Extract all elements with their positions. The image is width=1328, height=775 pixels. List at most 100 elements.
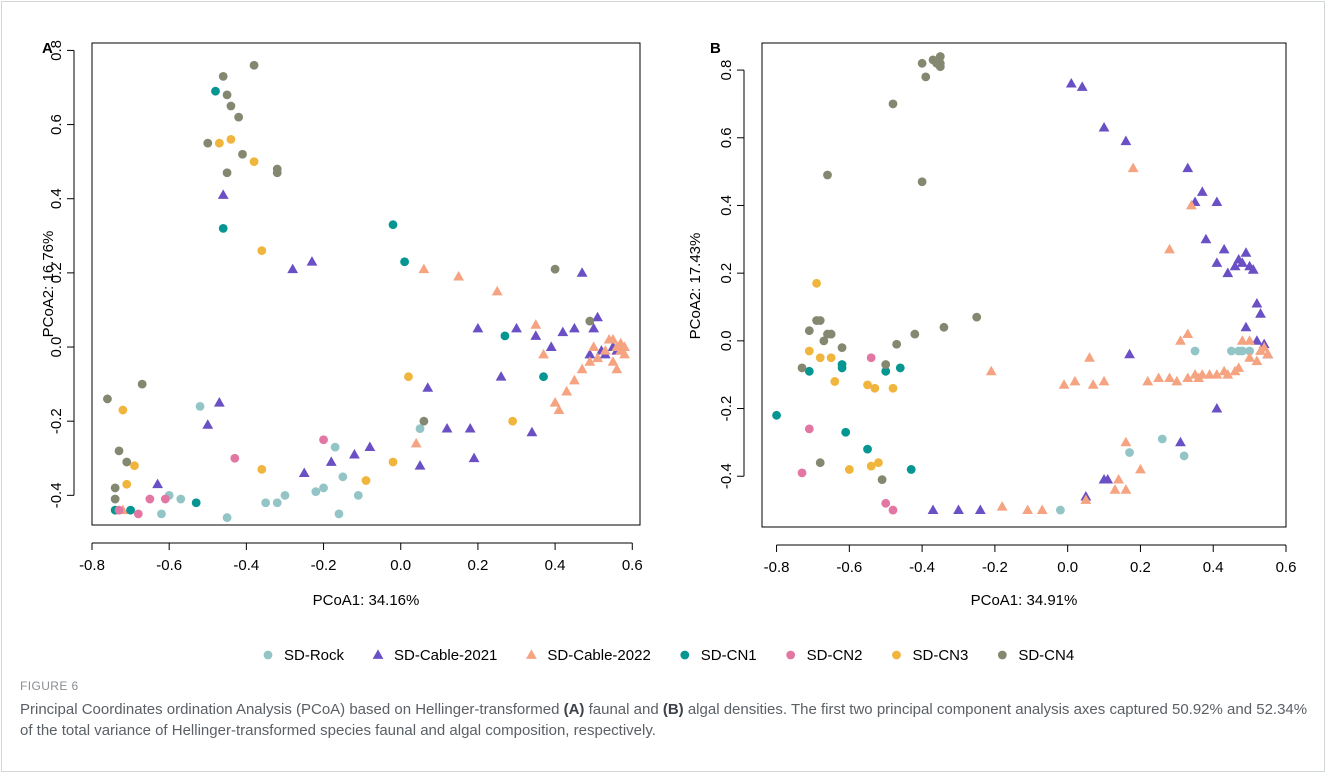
panel-b-point-sd-cn4 bbox=[939, 322, 949, 332]
panel-a-point-sd-cn4 bbox=[203, 138, 213, 148]
panel-a-point-sd-rock bbox=[176, 494, 186, 504]
panel-b-point-sd-cn1 bbox=[906, 465, 916, 474]
panel-b-point-sd-cn4 bbox=[892, 339, 902, 349]
panel-b-point-sd-cn4 bbox=[823, 170, 832, 180]
panel-b-point-sd-cn2 bbox=[804, 424, 814, 434]
panel-b-point-sd-cable-2021 bbox=[1065, 78, 1077, 88]
panel-a-points bbox=[103, 60, 630, 522]
panel-b-point-sd-cable-2021 bbox=[1182, 162, 1194, 173]
panel-a-point-sd-cn2 bbox=[319, 435, 328, 445]
panel-a-y-tick-label: 0.2 bbox=[48, 262, 65, 283]
panel-b-point-sd-cable-2022 bbox=[1113, 474, 1125, 484]
panel-a-point-sd-cn3 bbox=[388, 457, 398, 467]
panel-a-point-sd-cn4 bbox=[550, 264, 560, 274]
panel-a-point-sd-cable-2021 bbox=[441, 423, 453, 433]
panel-b-point-sd-cn4 bbox=[935, 52, 945, 61]
panel-b-point-sd-cable-2022 bbox=[1262, 348, 1274, 359]
panel-a-x-tick-label: -0.6 bbox=[156, 557, 182, 574]
panel-b-point-sd-rock bbox=[1245, 346, 1255, 356]
panel-b-point-sd-cable-2022 bbox=[1233, 362, 1245, 372]
panel-a-point-sd-cn2 bbox=[145, 494, 155, 504]
panel-b-point-sd-cn4 bbox=[837, 343, 847, 353]
panel-b-point-sd-cn2 bbox=[866, 353, 876, 363]
panel-a-point-sd-cn3 bbox=[249, 157, 259, 167]
panel-b-point-sd-cn4 bbox=[815, 316, 825, 325]
panel-b-point-sd-rock bbox=[1157, 434, 1167, 444]
panel-a-y-tick-label: 0.6 bbox=[48, 114, 65, 135]
caption-text-part-3: algal densities. The first two principal… bbox=[20, 701, 1308, 739]
panel-b-point-sd-cable-2021 bbox=[1222, 267, 1234, 278]
panel-a-point-sd-cable-2022 bbox=[549, 397, 561, 407]
panel-b-y-axis: -0.4 -0.2 0.0 0.2 0.4 0.6 0.8 bbox=[718, 60, 745, 489]
panel-b-point-sd-cable-2021 bbox=[1247, 264, 1259, 274]
panel-b-x-tick-label: 0.4 bbox=[1203, 559, 1224, 576]
panel-a-point-sd-cn3 bbox=[257, 246, 267, 256]
panel-a-point-sd-cable-2021 bbox=[592, 311, 603, 322]
panel-a-point-sd-rock bbox=[157, 509, 166, 519]
panel-b-x-axis: -0.8 -0.6 -0.4 -0.2 0.0 0.2 0.4 0.6 bbox=[764, 544, 1296, 576]
panel-b-point-sd-cn4 bbox=[917, 58, 927, 68]
panel-b-point-sd-cn4 bbox=[804, 326, 814, 336]
panel-b-point-sd-cn3 bbox=[863, 380, 872, 390]
panel-b-point-sd-rock bbox=[1227, 346, 1236, 356]
panel-a-point-sd-cable-2021 bbox=[568, 322, 580, 333]
panel-b-y-axis-label: PCoA2: 17.43% bbox=[687, 233, 704, 340]
panel-b-point-sd-cn1 bbox=[837, 360, 847, 369]
panel-b-point-sd-cable-2022 bbox=[1127, 162, 1139, 173]
panel-b-x-tick-label: 0.0 bbox=[1057, 559, 1078, 576]
panel-a-point-sd-cn4 bbox=[585, 316, 595, 326]
panel-a-point-sd-cn2 bbox=[133, 509, 143, 519]
legend-item-sd-cn4: SD-CN4 bbox=[997, 647, 1074, 664]
panel-a-x-tick-label: -0.8 bbox=[79, 557, 105, 574]
panel-a-point-sd-cn4 bbox=[272, 168, 282, 178]
panel-b-y-tick-label: 0.6 bbox=[718, 127, 735, 148]
panel-b-point-sd-cable-2022 bbox=[1222, 369, 1234, 379]
legend-label-sd-cn1: SD-CN1 bbox=[701, 647, 757, 664]
panel-a-label: A bbox=[42, 40, 53, 57]
panel-a-point-sd-cable-2022 bbox=[561, 385, 573, 396]
panel-b-point-sd-cn3 bbox=[866, 461, 876, 471]
panel-b-y-tick-label: -0.2 bbox=[718, 396, 735, 422]
panel-a-point-sd-cable-2022 bbox=[576, 363, 588, 374]
panel-b-point-sd-cable-2022 bbox=[1244, 352, 1256, 362]
panel-a-point-sd-cn1 bbox=[400, 257, 409, 267]
panel-b-point-sd-cable-2021 bbox=[1211, 402, 1223, 413]
panel-b-point-sd-rock bbox=[1237, 346, 1247, 356]
legend-item-sd-cable-2022: SD-Cable-2022 bbox=[526, 647, 651, 664]
panel-b-point-sd-cable-2022 bbox=[1080, 494, 1092, 504]
panel-a-point-sd-rock bbox=[353, 490, 363, 500]
panel-a-point-sd-cn1 bbox=[218, 223, 228, 233]
panel-b-point-sd-cn4 bbox=[935, 62, 945, 72]
legend-label-sd-cn4: SD-CN4 bbox=[1018, 647, 1074, 664]
panel-b-point-sd-cn1 bbox=[772, 410, 781, 420]
panel-b-point-sd-cable-2022 bbox=[1164, 372, 1175, 382]
panel-a-y-tick-label: 0.8 bbox=[48, 40, 65, 61]
panel-a-point-sd-cable-2022 bbox=[607, 356, 619, 366]
panel-b-point-sd-cn2 bbox=[797, 468, 807, 478]
panel-a-point-sd-cable-2021 bbox=[472, 322, 484, 333]
panel-b-point-sd-cn4 bbox=[826, 329, 836, 339]
panel-b-point-sd-cable-2022 bbox=[996, 501, 1008, 511]
panel-a-point-sd-cn1 bbox=[388, 220, 398, 230]
figure-label: FIGURE 6 bbox=[20, 679, 79, 693]
panel-b-point-sd-cn3 bbox=[812, 278, 821, 288]
panel-a-point-sd-cable-2022 bbox=[584, 356, 596, 366]
panel-a-y-tick-label: -0.4 bbox=[48, 482, 65, 508]
panel-a-point-sd-cable-2022 bbox=[530, 319, 542, 329]
panel-a-point-sd-cn2 bbox=[230, 453, 240, 463]
legend-item-sd-cn2: SD-CN2 bbox=[786, 647, 862, 664]
panel-a-point-sd-cable-2021 bbox=[202, 419, 214, 429]
legend-label-sd-cable-2022: SD-Cable-2022 bbox=[547, 647, 650, 664]
panel-a-point-sd-cable-2021 bbox=[422, 382, 434, 392]
panel-b-point-sd-cable-2022 bbox=[1087, 379, 1099, 389]
panel-a-point-sd-rock bbox=[311, 487, 321, 497]
legend-marker-sd-cn3 bbox=[892, 650, 901, 660]
caption-text: Principal Coordinates ordination Analysi… bbox=[20, 699, 1310, 741]
panel-a-point-sd-cable-2022 bbox=[453, 270, 465, 281]
panel-a-point-sd-cn3 bbox=[122, 479, 132, 489]
panel-b-point-sd-cable-2022 bbox=[1058, 379, 1070, 389]
panel-a-x-axis: -0.8 -0.6 -0.4 -0.2 0.0 0.2 0.4 0.6 bbox=[79, 542, 643, 574]
panel-b-point-sd-cn3 bbox=[804, 346, 814, 356]
panel-a-point-sd-cable-2021 bbox=[464, 423, 476, 433]
